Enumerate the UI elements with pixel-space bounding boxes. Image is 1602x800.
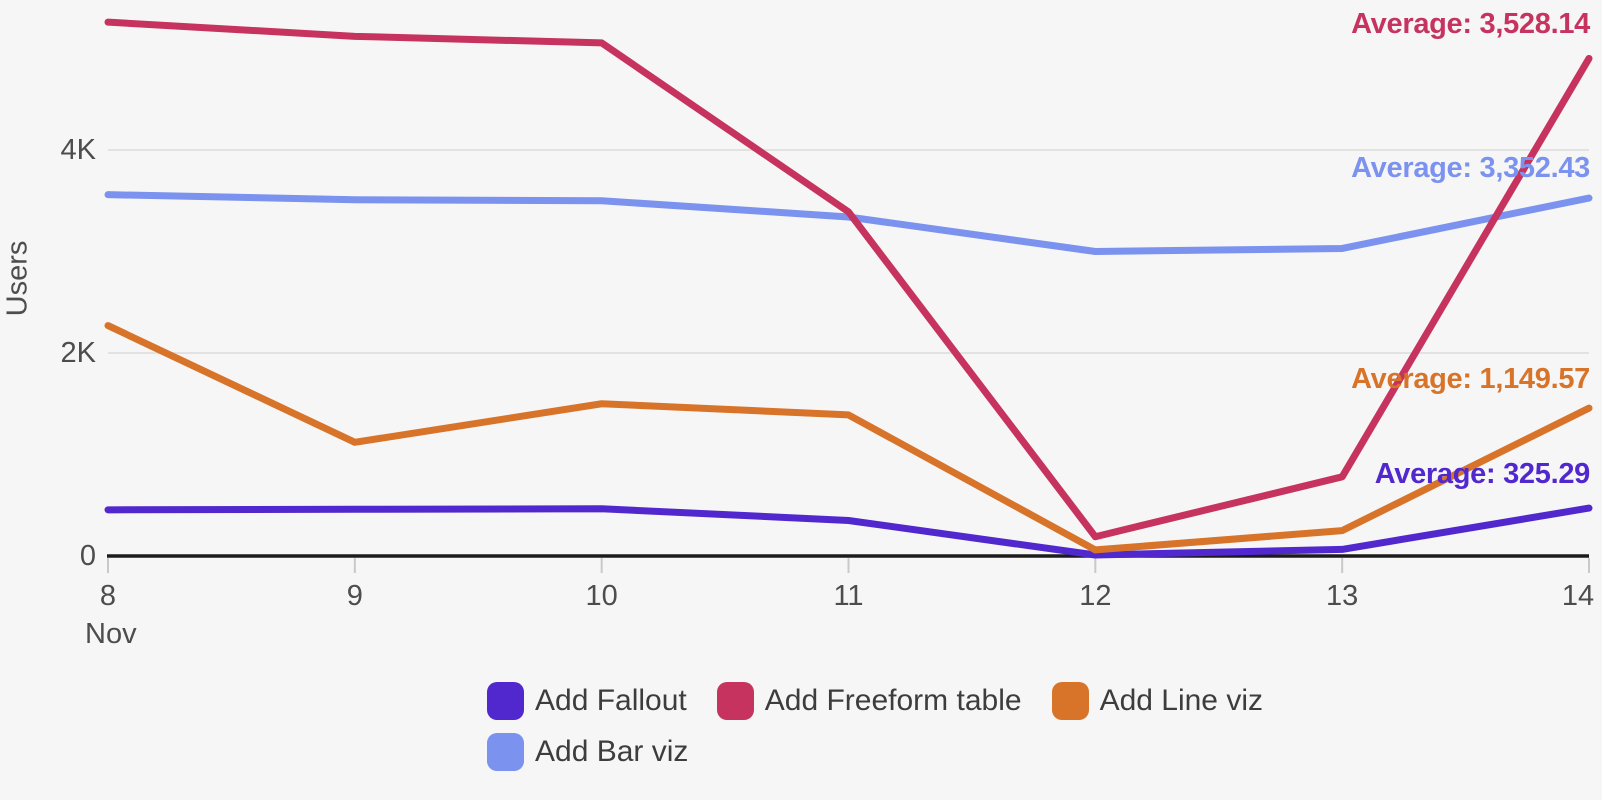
x-tick-label-12: 12 [1079,580,1112,612]
legend-item-add-bar-viz[interactable]: Add Bar viz [487,733,688,771]
average-annotation-add-line-viz: Average: 1,149.57 [1351,363,1590,395]
legend-item-add-fallout[interactable]: Add Fallout [487,682,687,720]
series-line-add-fallout[interactable] [104,504,1593,559]
series-line-add-line-viz[interactable] [104,322,1593,554]
legend-label: Add Bar viz [535,735,689,768]
legend-swatch-icon [487,733,524,771]
series-line-add-freeform-table[interactable] [104,18,1593,541]
legend-swatch-icon [1051,682,1089,720]
legend-label: Add Freeform table [764,684,1022,717]
x-axis-month-label: Nov [85,618,137,650]
legend-swatch-icon [487,682,524,720]
average-annotation-add-bar-viz: Average: 3,352.43 [1351,152,1590,184]
y-tick-label-4K: 4K [60,134,96,166]
x-tick-label-13: 13 [1326,580,1359,612]
y-tick-label-0: 0 [79,540,96,572]
x-tick-label-10: 10 [585,580,618,612]
series-line-add-bar-viz[interactable] [104,191,1593,255]
x-tick-label-14: 14 [1561,580,1595,612]
average-annotation-add-freeform-table: Average: 3,528.14 [1351,8,1590,40]
x-tick-label-8: 8 [99,580,117,612]
legend-swatch-icon [716,682,754,720]
legend-label: Add Line viz [1099,684,1263,717]
y-tick-label-2K: 2K [60,337,96,369]
x-tick-label-9: 9 [346,580,363,612]
legend-label: Add Fallout [535,684,687,717]
x-tick-label-11: 11 [833,580,864,612]
chart-legend: Add Fallout Add Freeform table Add Line vi… [487,682,1317,771]
legend-item-add-freeform-table[interactable]: Add Freeform table [716,682,1022,720]
legend-item-add-line-viz[interactable]: Add Line viz [1051,682,1263,720]
average-annotation-add-fallout: Average: 325.29 [1374,458,1591,490]
